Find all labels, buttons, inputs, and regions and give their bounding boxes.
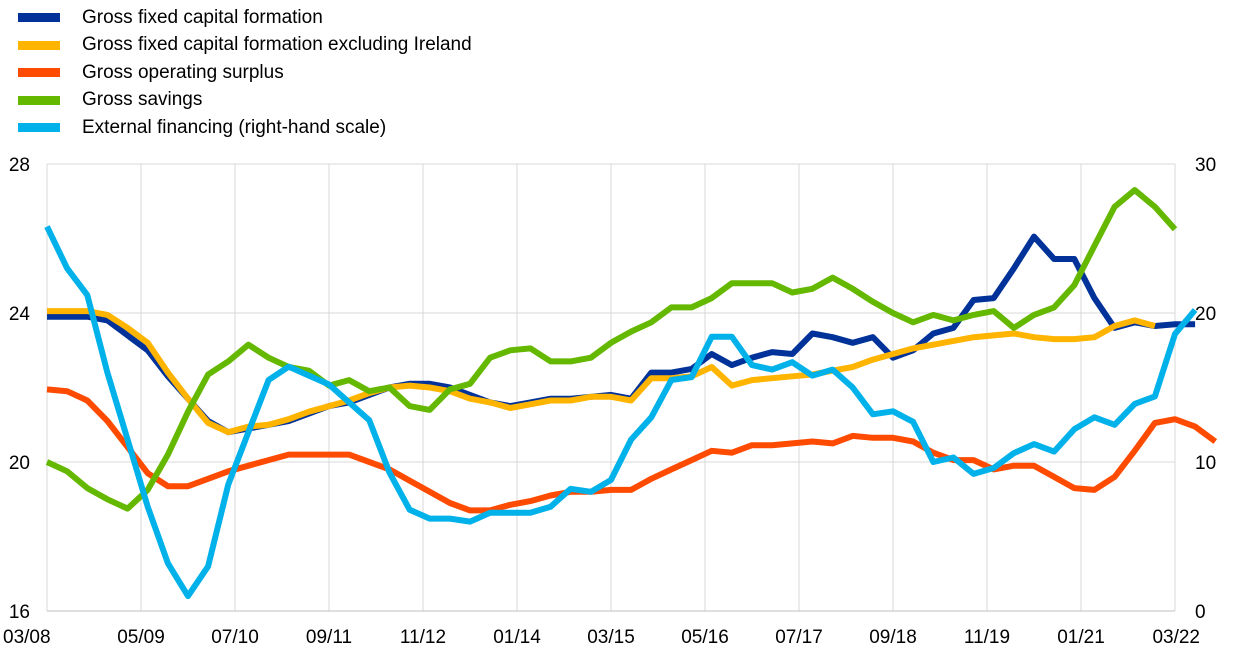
y-left-tick-label: 16 (9, 602, 30, 623)
series-line (46, 386, 1218, 514)
series-line (47, 308, 1156, 436)
y-right-tick-label: 10 (1195, 453, 1216, 474)
x-tick-label: 07/10 (211, 627, 259, 648)
legend-label: Gross operating surplus (82, 61, 284, 83)
legend-item: Gross operating surplus (18, 59, 472, 87)
legend-label: Gross savings (82, 89, 203, 111)
legend-swatch (18, 95, 60, 105)
series-line (45, 187, 1178, 512)
x-tick-label: 11/19 (964, 627, 1010, 648)
legend-item: External financing (right-hand scale) (18, 114, 472, 142)
legend-label: Gross fixed capital formation excluding … (82, 34, 472, 56)
x-tick-label: 01/21 (1057, 627, 1105, 648)
y-left-tick-label: 28 (9, 155, 30, 176)
x-tick-label: 09/18 (869, 627, 917, 648)
series-lines (44, 187, 1218, 600)
legend-swatch (18, 40, 60, 50)
x-tick-label: 11/12 (400, 627, 446, 648)
y-right-tick-label: 20 (1195, 304, 1216, 325)
legend-item: Gross savings (18, 87, 472, 115)
legend-label: External financing (right-hand scale) (82, 116, 387, 138)
series-line (44, 225, 1198, 600)
legend-label: Gross fixed capital formation (82, 6, 323, 28)
legend-swatch (18, 123, 60, 133)
x-tick-label: 03/15 (587, 627, 635, 648)
y-left-tick-label: 24 (9, 304, 31, 325)
legend-item: Gross fixed capital formation excluding … (18, 32, 472, 60)
y-right-tick-label: 30 (1195, 155, 1216, 176)
x-tick-label: 09/11 (306, 627, 352, 648)
y-right-tick-label: 0 (1195, 602, 1206, 623)
x-tick-label: 05/09 (117, 627, 165, 648)
x-tick-label: 05/16 (681, 627, 729, 648)
x-tick-label: 03/08 (3, 627, 51, 648)
x-tick-label: 03/22 (1152, 627, 1200, 648)
x-tick-label: 07/17 (775, 627, 823, 648)
legend-swatch (18, 13, 60, 23)
x-tick-label: 01/14 (493, 627, 541, 648)
chart-legend: Gross fixed capital formation Gross fixe… (18, 4, 472, 142)
legend-item: Gross fixed capital formation (18, 4, 472, 32)
y-left-tick-label: 20 (9, 453, 30, 474)
tick-labels: 03/08 05/09 07/10 09/11 11/12 01/14 03/15 05/16… (3, 155, 1216, 648)
legend-swatch (18, 68, 60, 78)
